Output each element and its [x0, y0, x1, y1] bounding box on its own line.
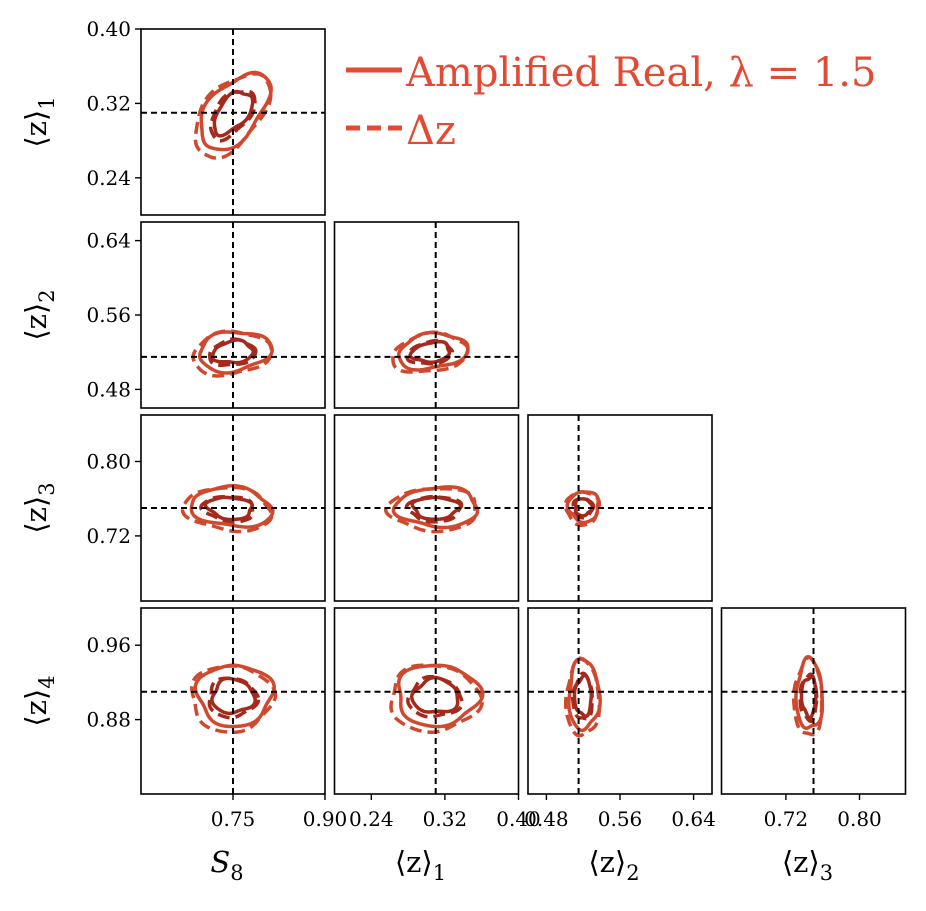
- contour-dz-outer: [383, 487, 478, 534]
- axis-label-s8: S8: [210, 845, 243, 885]
- panel-frame: [527, 414, 713, 602]
- contour-dz-inner: [405, 338, 455, 366]
- x-tick-label: 0.64: [671, 807, 716, 831]
- legend-dashed-label: Δz: [406, 108, 456, 154]
- contour-real-outer: [567, 657, 602, 733]
- contour-real-outer: [197, 330, 274, 375]
- panel-s8-z4: 0.88 0.96 0.75 0.90: [86, 607, 348, 831]
- legend: Amplified Real, λ = 1.5 Δz: [346, 50, 876, 154]
- contour-real-outer: [565, 490, 600, 525]
- y-tick-label: 0.56: [86, 303, 131, 327]
- x-tick-label: 0.40: [496, 807, 541, 831]
- contour-real-inner: [212, 89, 255, 138]
- panel-s8-z1: 0.24 0.32 0.40: [86, 17, 326, 216]
- contour-real-outer: [189, 484, 275, 529]
- contour-real-outer: [199, 70, 273, 152]
- panel-frame: [333, 221, 520, 409]
- y-tick-label: 0.64: [86, 229, 131, 253]
- panel-z1-z3: [333, 414, 520, 602]
- panel-frame: [527, 607, 713, 795]
- x-tick-label: 0.56: [598, 807, 643, 831]
- x-tick-label: 0.90: [303, 807, 348, 831]
- contour-dz-inner: [208, 337, 258, 368]
- contour-real-outer: [794, 654, 825, 730]
- contour-real-inner: [203, 495, 254, 522]
- contour-dz-inner: [199, 495, 255, 524]
- axis-label-z4: ⟨z⟩4: [19, 675, 59, 726]
- axis-label-z2: ⟨z⟩2: [19, 289, 59, 340]
- axis-label-z3: ⟨z⟩3: [19, 482, 59, 533]
- x-tick-label: 0.80: [837, 807, 882, 831]
- panel-frame: [140, 28, 326, 216]
- contour-real-inner: [573, 497, 595, 518]
- x-tick-label: 0.72: [764, 807, 809, 831]
- panel-z1-z2: [333, 221, 520, 409]
- panel-frame: [333, 607, 520, 795]
- panels-layer: 0.24 0.32 0.40 ⟨z⟩1 0.48 0.56 0.64 ⟨z⟩2 0.72 0.80…: [19, 17, 907, 885]
- contour-real-inner: [210, 676, 257, 716]
- panel-frame: [720, 607, 907, 795]
- panel-s8-z3: 0.72 0.80: [86, 414, 326, 602]
- axis-label-z2: ⟨z⟩2: [588, 845, 639, 885]
- x-tick-label: 0.48: [524, 807, 569, 831]
- legend-solid-label: Amplified Real, λ = 1.5: [405, 50, 876, 96]
- y-tick-label: 0.24: [86, 166, 131, 190]
- contour-real-outer: [397, 330, 470, 372]
- panel-s8-z2: 0.48 0.56 0.64: [86, 221, 326, 409]
- axis-label-z3: ⟨z⟩3: [782, 845, 833, 885]
- panel-frame: [140, 414, 326, 602]
- contour-dz-outer: [791, 655, 824, 737]
- contour-real-inner: [210, 338, 256, 365]
- x-tick-label: 0.75: [211, 807, 256, 831]
- y-tick-label: 0.96: [86, 633, 131, 657]
- contour-real-inner: [410, 495, 463, 521]
- y-tick-label: 0.48: [86, 377, 131, 401]
- axis-label-z1: ⟨z⟩1: [395, 845, 446, 885]
- panel-z3-z4: 0.72 0.80: [720, 607, 907, 831]
- panel-frame: [333, 414, 520, 602]
- contour-dz-outer: [563, 656, 602, 738]
- y-tick-label: 0.32: [86, 91, 131, 115]
- contour-real-inner: [408, 339, 452, 365]
- panel-z2-z3: [527, 414, 713, 602]
- x-tick-label: 0.32: [423, 807, 468, 831]
- y-tick-label: 0.40: [86, 17, 131, 41]
- contour-real-outer: [391, 485, 480, 530]
- panel-z2-z4: 0.48 0.56 0.64: [524, 607, 716, 831]
- axis-label-z1: ⟨z⟩1: [19, 96, 59, 147]
- contour-real-inner: [409, 675, 460, 714]
- y-tick-label: 0.72: [86, 524, 131, 548]
- panel-z1-z4: 0.24 0.32 0.40: [333, 607, 541, 831]
- contour-real-outer: [193, 663, 276, 729]
- y-tick-label: 0.88: [86, 708, 131, 732]
- y-tick-label: 0.80: [86, 450, 131, 474]
- contour-real-outer: [397, 663, 485, 729]
- contour-real-inner: [572, 673, 594, 719]
- x-tick-label: 0.24: [349, 807, 394, 831]
